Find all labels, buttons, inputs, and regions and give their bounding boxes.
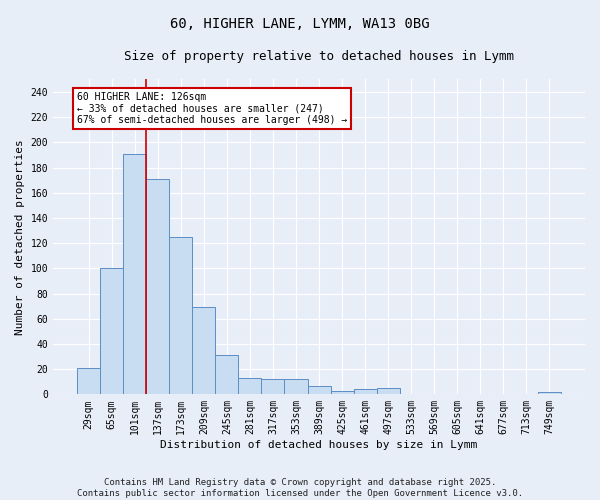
Bar [123,154,146,394]
Bar [238,378,262,394]
Bar [538,392,561,394]
X-axis label: Distribution of detached houses by size in Lymm: Distribution of detached houses by size … [160,440,478,450]
Title: Size of property relative to detached houses in Lymm: Size of property relative to detached ho… [124,50,514,63]
Bar [193,308,215,394]
Bar [353,390,377,394]
Text: 60, HIGHER LANE, LYMM, WA13 0BG: 60, HIGHER LANE, LYMM, WA13 0BG [170,18,430,32]
Text: 60 HIGHER LANE: 126sqm
← 33% of detached houses are smaller (247)
67% of semi-de: 60 HIGHER LANE: 126sqm ← 33% of detached… [77,92,347,125]
Y-axis label: Number of detached properties: Number of detached properties [15,139,25,335]
Bar [284,379,308,394]
Bar [308,386,331,394]
Bar [100,268,123,394]
Bar [215,356,238,395]
Bar [146,179,169,394]
Bar [331,390,353,394]
Bar [262,379,284,394]
Bar [377,388,400,394]
Text: Contains HM Land Registry data © Crown copyright and database right 2025.
Contai: Contains HM Land Registry data © Crown c… [77,478,523,498]
Bar [77,368,100,394]
Bar [169,237,193,394]
